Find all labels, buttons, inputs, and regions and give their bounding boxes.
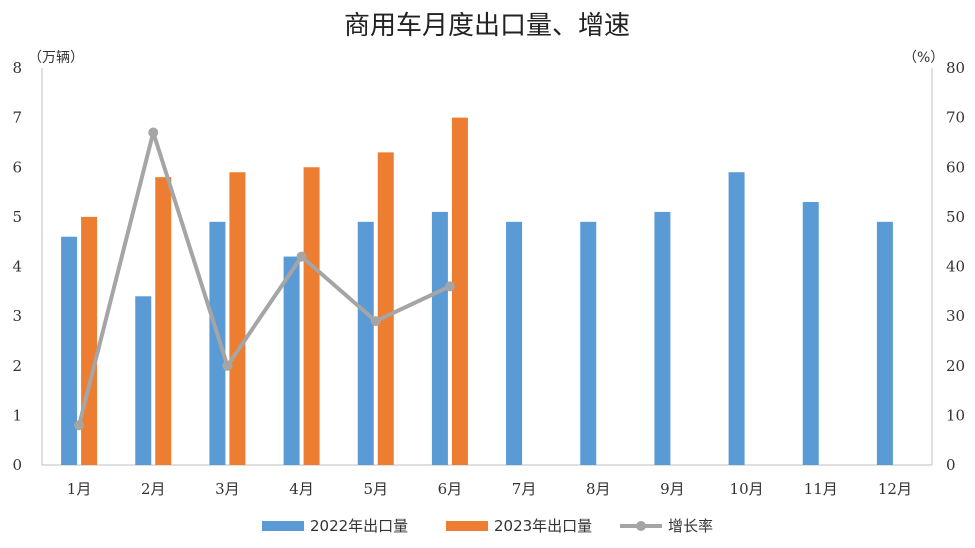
line-series	[74, 127, 455, 431]
bar-2022年出口量-6月	[431, 211, 448, 465]
left-y-tick-label: 2	[12, 357, 22, 375]
legend-label: 增长率	[668, 517, 713, 535]
bar-2022年出口量-1月	[61, 236, 78, 465]
right-y-tick-label: 0	[946, 456, 956, 474]
bar-2022年出口量-5月	[357, 221, 374, 465]
x-tick-label: 8月	[586, 480, 611, 498]
right-y-tick-label: 30	[946, 307, 965, 325]
x-tick-label: 5月	[363, 480, 388, 498]
bar-2022年出口量-8月	[580, 221, 597, 465]
right-axis-unit: （%）	[903, 50, 944, 66]
x-tick-label: 10月	[730, 480, 764, 498]
bar-2023年出口量-5月	[377, 152, 394, 466]
x-tick-label: 7月	[512, 480, 537, 498]
right-y-tick-label: 80	[946, 59, 965, 77]
bar-2022年出口量-9月	[654, 211, 671, 465]
x-tick-label: 9月	[660, 480, 685, 498]
bar-2022年出口量-3月	[209, 221, 226, 465]
left-y-tick-label: 5	[12, 208, 22, 226]
bar-2023年出口量-3月	[229, 172, 246, 465]
right-y-tick-label: 60	[946, 158, 965, 176]
left-y-tick-label: 3	[12, 307, 22, 325]
legend-label: 2022年出口量	[310, 517, 408, 535]
legend: 2022年出口量 2023年出口量 增长率	[262, 517, 713, 535]
bar-2023年出口量-1月	[81, 216, 98, 465]
x-tick-label: 6月	[438, 480, 463, 498]
right-y-tick-label: 20	[946, 357, 965, 375]
left-y-tick-labels: 0 1 2 3 4 5 6 7 8	[12, 59, 22, 474]
left-y-tick-label: 7	[12, 109, 22, 127]
bar-2023年出口量-6月	[451, 117, 468, 465]
right-y-tick-label: 10	[946, 406, 965, 424]
right-y-tick-label: 40	[946, 258, 965, 276]
left-y-tick-label: 6	[12, 158, 22, 176]
left-y-tick-label: 1	[12, 406, 22, 424]
x-tick-label: 4月	[289, 480, 314, 498]
x-tick-labels: 1月 2月 3月 4月 5月 6月 7月 8月 9月 10月 11月 12月	[67, 480, 912, 498]
left-y-tick-label: 4	[12, 258, 22, 276]
legend-label: 2023年出口量	[494, 517, 592, 535]
bar-2022年出口量-7月	[506, 221, 523, 465]
point-增长率-5月	[370, 316, 381, 327]
legend-swatch	[446, 521, 488, 531]
left-y-tick-label: 8	[12, 59, 22, 77]
bar-2022年出口量-10月	[728, 172, 745, 465]
line-增长率	[77, 130, 451, 426]
chart-title: 商用车月度出口量、增速	[344, 11, 630, 41]
x-tick-label: 11月	[804, 480, 838, 498]
bar-2022年出口量-11月	[802, 201, 819, 466]
left-axis-unit: （万辆）	[28, 50, 84, 66]
point-增长率-3月	[222, 360, 233, 371]
bar-2022年出口量-2月	[135, 296, 152, 465]
legend-marker	[636, 521, 646, 531]
right-y-tick-labels: 0 10 20 30 40 50 60 70 80	[946, 59, 965, 474]
left-y-tick-label: 0	[12, 456, 22, 474]
bar-series	[61, 117, 893, 466]
bar-2022年出口量-4月	[283, 256, 300, 465]
x-tick-label: 12月	[878, 480, 912, 498]
bar-2023年出口量-4月	[303, 167, 320, 465]
x-tick-label: 3月	[215, 480, 240, 498]
legend-swatch	[262, 521, 304, 531]
bar-2022年出口量-12月	[876, 221, 893, 465]
point-增长率-4月	[296, 251, 307, 262]
point-增长率-6月	[444, 281, 455, 292]
point-增长率-1月	[74, 420, 85, 431]
x-tick-label: 1月	[67, 480, 92, 498]
right-y-tick-label: 70	[946, 109, 965, 127]
point-增长率-2月	[148, 127, 159, 138]
bar-2023年出口量-2月	[155, 177, 172, 466]
right-y-tick-label: 50	[946, 208, 965, 226]
x-tick-label: 2月	[141, 480, 166, 498]
